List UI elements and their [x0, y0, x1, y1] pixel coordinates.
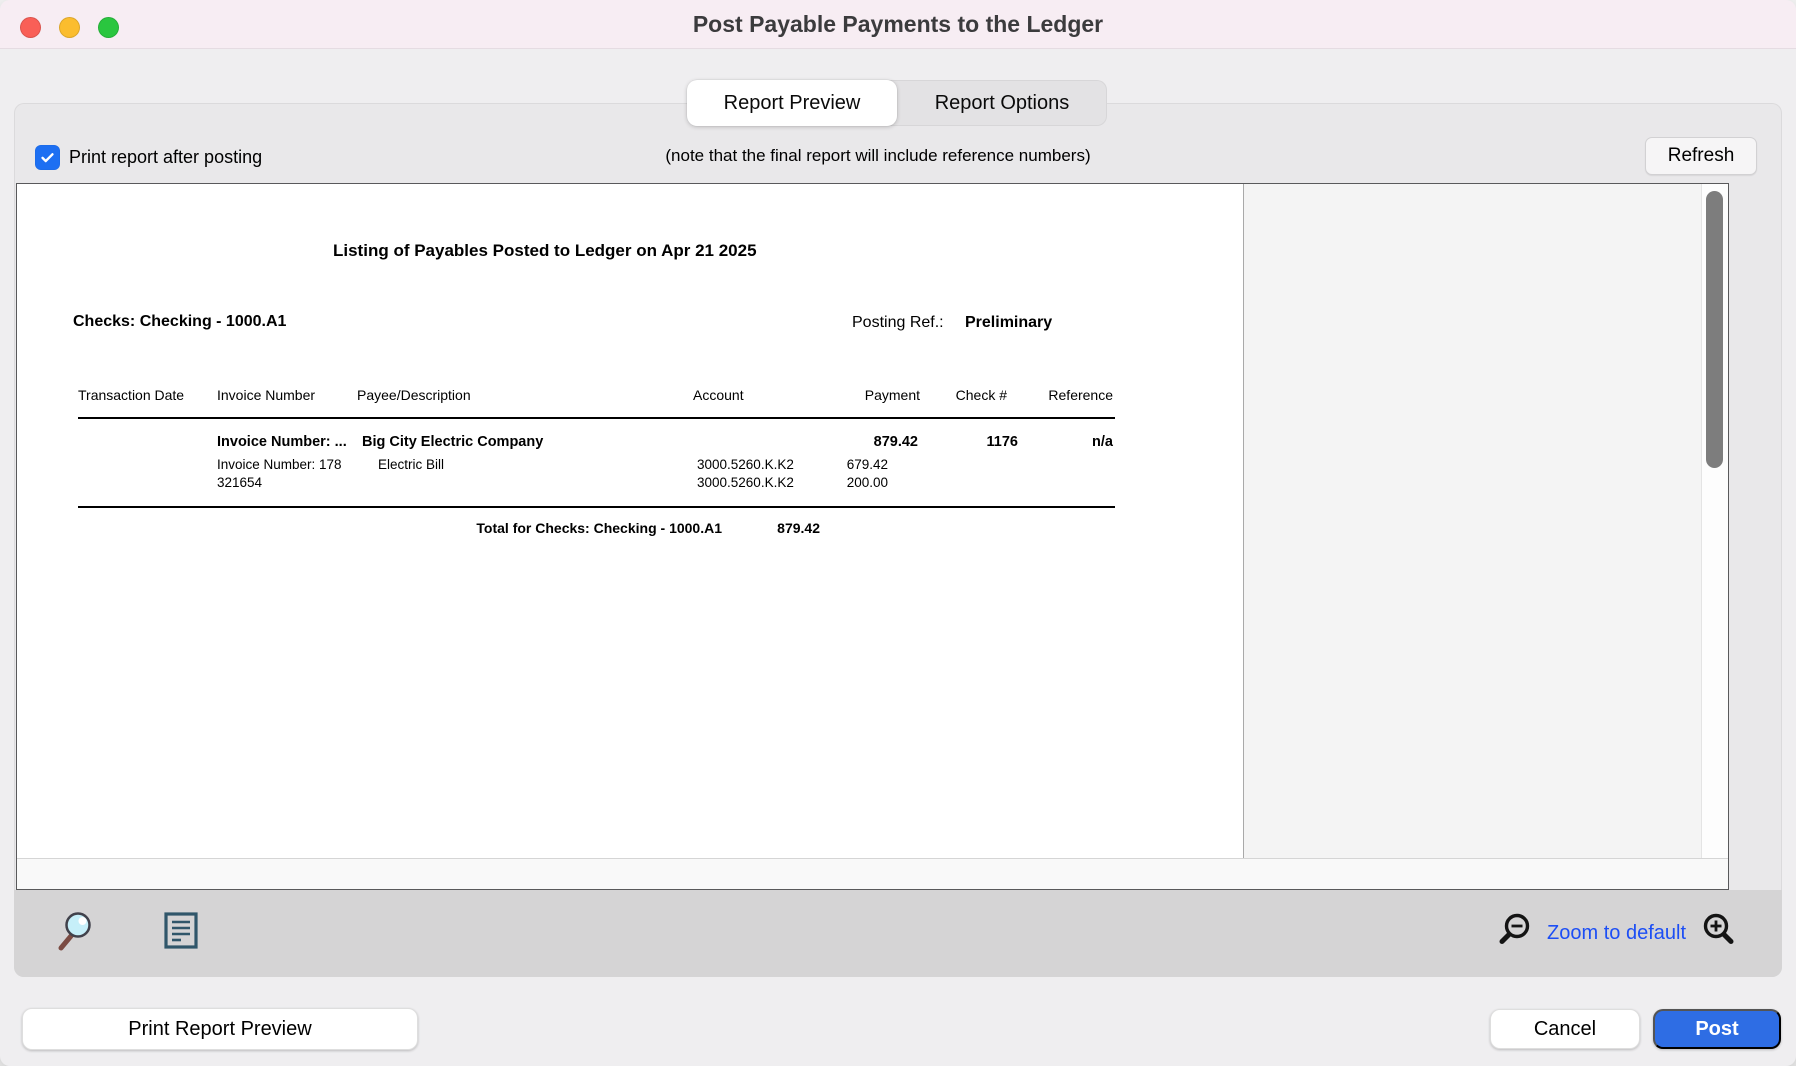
group-payee: Big City Electric Company [362, 434, 544, 450]
col-header-transaction-date: Transaction Date [78, 387, 185, 403]
group-invoice-number: Invoice Number: ... [217, 434, 347, 450]
print-after-posting-checkbox[interactable] [35, 144, 60, 170]
group-check-number: 1176 [986, 434, 1018, 450]
col-header-invoice-number: Invoice Number [217, 387, 316, 403]
zoom-controls: Zoom to default [1495, 890, 1738, 977]
col-header-account: Account [693, 387, 744, 403]
vertical-scrollbar[interactable] [1701, 184, 1728, 858]
print-report-preview-button[interactable]: Print Report Preview [22, 1008, 418, 1050]
posting-ref-value: Preliminary [965, 314, 1053, 331]
zoom-in-icon[interactable] [1700, 912, 1738, 955]
header-divider [78, 417, 1115, 419]
window-title: Post Payable Payments to the Ledger [692, 11, 1104, 37]
total-divider [78, 506, 1115, 508]
print-after-posting-option: Print report after posting [35, 143, 262, 171]
minimize-button[interactable] [59, 17, 80, 38]
magnifier-tool-icon[interactable] [52, 910, 96, 959]
zoom-window-button[interactable] [98, 17, 119, 38]
detail-row-payment: 200.00 [846, 475, 888, 490]
tab-report-options[interactable]: Report Options [934, 91, 1070, 114]
preview-toolbar: Zoom to default [14, 890, 1782, 977]
main-panel: Print report after posting (note that th… [14, 103, 1782, 977]
report-preview-area: Listing of Payables Posted to Ledger on … [16, 183, 1729, 890]
horizontal-scrollbar[interactable] [17, 858, 1728, 889]
vertical-scrollbar-thumb[interactable] [1706, 191, 1723, 468]
detail-row-account: 3000.5260.K.K2 [697, 475, 794, 490]
detail-row-payment: 679.42 [846, 457, 888, 472]
detail-row-invoice: 321654 [217, 475, 263, 490]
detail-row-description: Electric Bill [378, 457, 445, 472]
detail-row-account: 3000.5260.K.K2 [697, 457, 794, 472]
report-page: Listing of Payables Posted to Ledger on … [17, 184, 1244, 858]
close-button[interactable] [20, 17, 41, 38]
total-value: 879.42 [777, 520, 820, 536]
posting-ref-label: Posting Ref.: [852, 314, 944, 331]
cancel-button[interactable]: Cancel [1490, 1009, 1640, 1049]
reference-note: (note that the final report will include… [665, 146, 1091, 165]
refresh-button[interactable]: Refresh [1645, 137, 1757, 175]
checks-heading: Checks: Checking - 1000.A1 [73, 313, 287, 330]
post-button[interactable]: Post [1653, 1009, 1781, 1049]
col-header-payee-description: Payee/Description [357, 387, 471, 403]
group-reference: n/a [1092, 434, 1113, 450]
detail-row-invoice: Invoice Number: 178 [217, 457, 342, 472]
print-after-posting-label: Print report after posting [69, 146, 263, 167]
zoom-to-default-link[interactable]: Zoom to default [1547, 922, 1686, 944]
titlebar: Post Payable Payments to the Ledger [0, 0, 1796, 49]
col-header-payment: Payment [864, 387, 920, 403]
tab-report-preview[interactable]: Report Preview [687, 80, 897, 126]
col-header-reference: Reference [1048, 387, 1113, 403]
checkmark-icon [41, 152, 54, 162]
report-tabbar: Report Preview Report Options [687, 80, 1107, 126]
report-document-icon[interactable] [164, 912, 198, 955]
col-header-check-number: Check # [955, 387, 1007, 403]
report-title: Listing of Payables Posted to Ledger on … [333, 241, 757, 260]
zoom-out-icon[interactable] [1495, 912, 1533, 955]
total-label: Total for Checks: Checking - 1000.A1 [476, 520, 722, 536]
group-payment: 879.42 [873, 434, 918, 450]
